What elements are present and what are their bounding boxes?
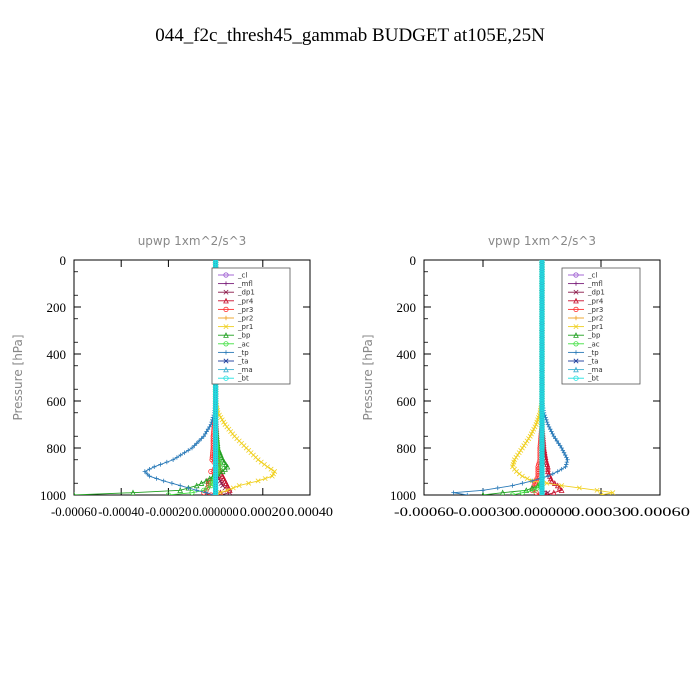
legend: _cl_mfl_dp1_pr4_pr3_pr2_pr1_bp_ac_tp_ta_… — [211, 267, 291, 385]
series-bt — [539, 260, 545, 495]
legend: _cl_mfl_dp1_pr4_pr3_pr2_pr1_bp_ac_tp_ta_… — [561, 267, 641, 385]
x-tick-label: -0.00060 — [394, 504, 454, 519]
y-axis-label: Pressure [hPa] — [11, 334, 25, 420]
y-tick-label: 200 — [397, 300, 417, 315]
series-tp — [451, 260, 570, 495]
legend-label: _mfl — [237, 280, 253, 288]
y-tick-label: 600 — [397, 394, 417, 409]
legend-item: _bt — [218, 375, 249, 383]
series-markers — [539, 260, 545, 495]
series-ac — [509, 260, 545, 495]
series-line — [144, 260, 217, 495]
legend-label: _bp — [237, 332, 251, 340]
upwp-panel: upwp 1xm^2/s^3 Pressure [hPa] 0 200 400 600 80… — [11, 234, 333, 519]
legend-item: _pr3 — [568, 306, 603, 314]
x-tick-label: 0.00060 — [630, 504, 690, 519]
panel-title: upwp 1xm^2/s^3 — [138, 234, 247, 248]
legend-item: _dp1 — [568, 289, 605, 297]
x-tick-label: -0.00040 — [98, 504, 144, 519]
legend-item: _ma — [568, 366, 603, 374]
vpwp-panel: vpwp 1xm^2/s^3 Pressure [hPa] 0 200 400 600 80… — [361, 234, 690, 519]
legend-item: _ac — [568, 340, 600, 348]
x-tick-label: 0.00020 — [240, 504, 286, 519]
legend-label: _ma — [237, 366, 253, 374]
series-line — [453, 260, 569, 495]
legend-label: _cl — [587, 272, 597, 280]
y-tick-label: 200 — [47, 300, 67, 315]
y-tick-label: 1000 — [390, 488, 416, 503]
series-tp — [142, 260, 218, 495]
legend-item: _bt — [568, 375, 599, 383]
legend-label: _ta — [587, 358, 599, 366]
legend-item: _bp — [218, 332, 251, 340]
legend-label: _ma — [587, 366, 603, 374]
legend-label: _tp — [587, 349, 599, 357]
legend-label: _pr3 — [587, 306, 603, 314]
figure-title: 044_f2c_thresh45_gammab BUDGET at105E,25… — [155, 25, 545, 46]
legend-label: _ac — [237, 340, 250, 348]
x-tick-label: 0.000000 — [512, 504, 572, 519]
y-tick-label: 400 — [47, 347, 67, 362]
y-tick-label: 1000 — [40, 488, 66, 503]
legend-item: _ta — [218, 358, 249, 366]
legend-label: _pr1 — [587, 323, 603, 331]
x-tick-label: -0.00060 — [51, 504, 97, 519]
legend-item: _tp — [568, 349, 599, 357]
x-tick-label: 0.00040 — [287, 504, 333, 519]
x-tick-label: 0.00030 — [571, 504, 631, 519]
x-tick-label: -0.00020 — [145, 504, 191, 519]
legend-item: _tp — [218, 349, 249, 357]
legend-item: _pr2 — [568, 315, 603, 323]
series-markers — [451, 260, 570, 495]
series-bp — [74, 260, 231, 495]
series-markers — [74, 260, 231, 495]
legend-label: _pr4 — [237, 297, 254, 305]
legend-label: _pr1 — [237, 323, 253, 331]
x-tick-label: -0.00030 — [453, 504, 513, 519]
legend-label: _tp — [237, 349, 249, 357]
series-line — [74, 260, 228, 495]
legend-label: _pr2 — [237, 315, 253, 323]
legend-label: _pr2 — [587, 315, 603, 323]
legend-item: _mfl — [568, 280, 603, 288]
legend-item: _cl — [218, 272, 247, 280]
legend-label: _ac — [587, 340, 600, 348]
legend-label: _pr4 — [587, 297, 604, 305]
legend-label: _mfl — [587, 280, 603, 288]
legend-item: _dp1 — [218, 289, 255, 297]
legend-item: _ta — [568, 358, 599, 366]
legend-item: _ac — [218, 340, 250, 348]
y-tick-label: 600 — [47, 394, 67, 409]
y-tick-label: 0 — [60, 253, 67, 268]
legend-label: _dp1 — [237, 289, 255, 297]
legend-item: _pr1 — [568, 323, 603, 331]
legend-item: _pr3 — [218, 306, 253, 314]
y-tick-label: 0 — [410, 253, 417, 268]
y-tick-label: 400 — [397, 347, 417, 362]
y-axis-label: Pressure [hPa] — [361, 334, 375, 420]
legend-item: _bp — [568, 332, 601, 340]
legend-item: _cl — [568, 272, 597, 280]
y-tick-label: 800 — [397, 441, 417, 456]
legend-label: _bp — [587, 332, 601, 340]
legend-label: _bt — [587, 375, 599, 383]
series-markers — [142, 260, 218, 495]
legend-item: _pr2 — [218, 315, 253, 323]
legend-label: _bt — [237, 375, 249, 383]
y-tick-label: 800 — [47, 441, 67, 456]
legend-item: _pr4 — [218, 297, 254, 305]
legend-label: _ta — [237, 358, 249, 366]
legend-item: _mfl — [218, 280, 253, 288]
legend-label: _dp1 — [587, 289, 605, 297]
series-line — [482, 260, 543, 495]
legend-label: _cl — [237, 272, 247, 280]
legend-item: _pr1 — [218, 323, 253, 331]
x-tick-label: 0.000000 — [193, 504, 239, 519]
legend-item: _ma — [218, 366, 253, 374]
series-markers — [509, 260, 545, 495]
panel-title: vpwp 1xm^2/s^3 — [488, 234, 596, 248]
legend-item: _pr4 — [568, 297, 604, 305]
legend-label: _pr3 — [237, 306, 253, 314]
